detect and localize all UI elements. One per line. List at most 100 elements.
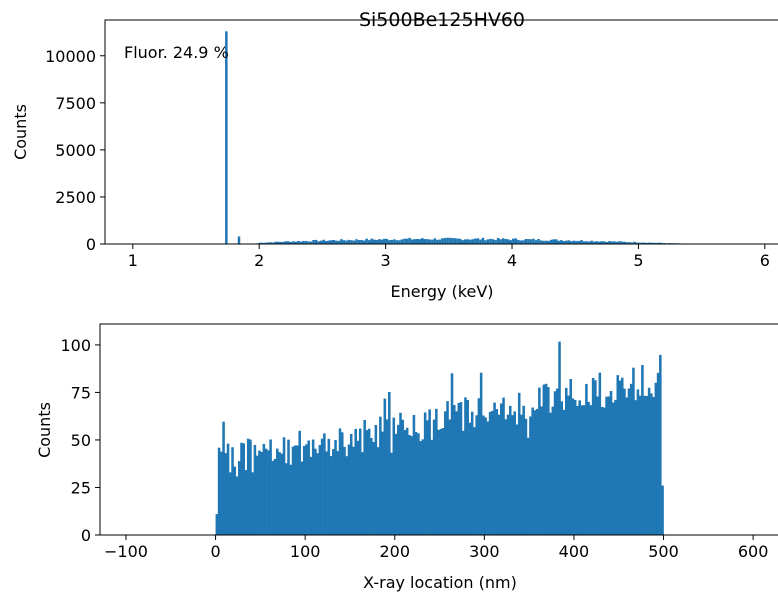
- x-tick-label: 1: [128, 251, 138, 270]
- histogram-bar: [372, 239, 376, 244]
- histogram-bar: [587, 401, 590, 535]
- histogram-bar: [410, 436, 413, 535]
- histogram-bar: [264, 242, 267, 244]
- histogram-bar: [296, 445, 299, 535]
- histogram-bar: [562, 409, 566, 535]
- histogram-bar: [653, 242, 657, 244]
- histogram-bar: [549, 239, 553, 244]
- histogram-bar: [607, 396, 611, 535]
- histogram-bar: [289, 241, 293, 244]
- histogram-bar: [433, 238, 437, 244]
- histogram-bar: [469, 239, 472, 244]
- histogram-bar: [360, 239, 363, 244]
- histogram-bar: [444, 411, 447, 535]
- histogram-bar: [385, 419, 389, 535]
- histogram-bar: [396, 424, 400, 535]
- histogram-bar: [459, 402, 463, 535]
- x-tick-label: 600: [738, 542, 769, 561]
- histogram-bar: [488, 411, 492, 535]
- histogram-bar: [477, 398, 481, 535]
- histogram-bar: [266, 242, 270, 244]
- histogram-bar: [322, 239, 325, 244]
- location-plot-frame: [99, 323, 778, 536]
- histogram-bar: [262, 443, 266, 535]
- energy-x-ticks: 1 2 3 4 5 6: [128, 244, 770, 270]
- histogram-bar: [367, 428, 371, 535]
- histogram-bar: [231, 447, 234, 535]
- histogram-bar: [580, 240, 583, 244]
- histogram-bar: [540, 406, 543, 535]
- histogram-bar: [357, 240, 361, 244]
- histogram-bar: [577, 240, 581, 244]
- histogram-bar: [367, 240, 371, 244]
- histogram-bar: [499, 239, 502, 244]
- histogram-bar: [542, 384, 546, 535]
- histogram-bar: [625, 242, 629, 244]
- histogram-bar: [486, 421, 490, 535]
- histogram-bar: [271, 242, 275, 244]
- histogram-bar: [304, 240, 308, 244]
- histogram-bar: [633, 241, 636, 244]
- histogram-bar: [575, 240, 578, 244]
- histogram-bar: [317, 241, 320, 244]
- histogram-bar: [340, 239, 343, 244]
- histogram-bar: [281, 241, 285, 244]
- histogram-bar: [432, 419, 436, 535]
- histogram-bar: [589, 405, 593, 535]
- histogram-bar: [375, 240, 379, 244]
- histogram-bar: [502, 397, 505, 535]
- histogram-bar: [641, 365, 644, 535]
- histogram-bar: [620, 241, 624, 244]
- histogram-bar: [439, 428, 443, 535]
- histogram-bar: [481, 237, 485, 244]
- histogram-bar: [249, 439, 252, 535]
- histogram-bar: [500, 403, 503, 535]
- histogram-bar: [323, 433, 326, 535]
- histogram-bar: [279, 241, 282, 244]
- histogram-bar: [408, 435, 411, 535]
- histogram-bar: [571, 398, 575, 535]
- histogram-bar: [517, 239, 520, 244]
- histogram-bar: [526, 437, 530, 535]
- histogram-bar: [401, 419, 405, 535]
- histogram-bar: [325, 451, 328, 535]
- histogram-bar: [522, 240, 525, 244]
- histogram-bar: [259, 242, 262, 244]
- histogram-bar: [352, 240, 356, 244]
- histogram-bar: [656, 372, 660, 535]
- histogram-bar: [264, 448, 268, 535]
- histogram-bar: [335, 240, 338, 244]
- x-tick-label: 400: [559, 542, 590, 561]
- histogram-bar: [515, 424, 519, 535]
- histogram-bar: [585, 383, 588, 535]
- histogram-bar: [287, 241, 290, 244]
- histogram-bar: [318, 445, 322, 535]
- histogram-bar: [578, 400, 581, 535]
- histogram-bar: [556, 388, 559, 535]
- histogram-bar: [405, 427, 409, 535]
- histogram-bar: [293, 445, 297, 535]
- histogram-bar: [316, 453, 319, 535]
- histogram-bar: [648, 242, 652, 244]
- histogram-bar: [355, 239, 358, 244]
- fluorescence-annotation: Fluor. 24.9 %: [124, 43, 229, 62]
- histogram-bar: [311, 439, 315, 535]
- histogram-bar: [661, 242, 664, 244]
- x-tick-label: 6: [760, 251, 770, 270]
- histogram-bar: [370, 437, 373, 535]
- histogram-bar: [349, 433, 353, 535]
- histogram-bar: [537, 238, 540, 244]
- histogram-bar: [555, 239, 558, 244]
- histogram-bar: [362, 240, 366, 244]
- histogram-bar: [520, 414, 523, 535]
- histogram-bar: [484, 240, 487, 244]
- histogram-bar: [532, 238, 535, 244]
- energy-histogram: 1 2 3 4 5 6 0 2500 5000 7500 10000 Energy (keV) C…: [11, 19, 778, 301]
- histogram-bar: [426, 420, 429, 535]
- histogram-bar: [576, 405, 579, 535]
- peak-bar: [225, 31, 228, 245]
- histogram-bar: [582, 241, 586, 244]
- histogram-bar: [421, 238, 424, 244]
- location-x-ticks: −100 0 100 200 300 400 500 600: [104, 535, 768, 561]
- histogram-bar: [479, 239, 482, 244]
